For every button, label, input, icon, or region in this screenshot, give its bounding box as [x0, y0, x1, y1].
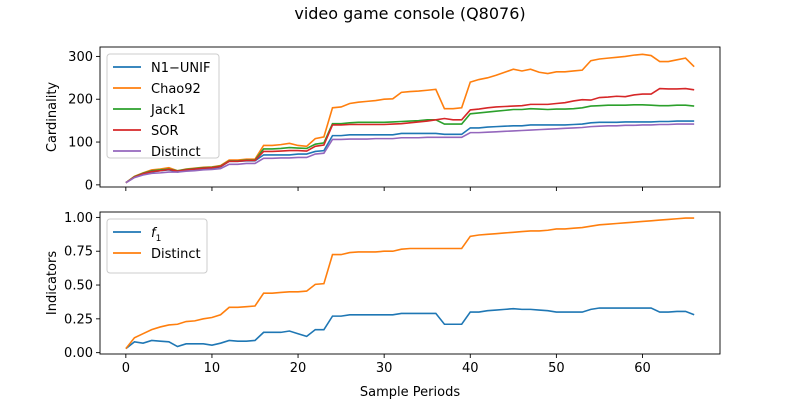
y-tick-label: 1.00: [64, 211, 93, 226]
legend-label: Chao92: [151, 82, 201, 97]
y-tick-label: 300: [68, 50, 93, 65]
x-tick-label: 10: [204, 361, 221, 376]
x-tick-label: 30: [376, 361, 393, 376]
y-tick-label: 200: [68, 93, 93, 108]
legend-label: Jack1: [150, 103, 186, 118]
series-line-distinct: [125, 123, 695, 184]
legend-label: Distinct: [151, 145, 201, 160]
x-tick-label: 60: [634, 361, 651, 376]
y-axis-label: Cardinality: [45, 82, 60, 153]
legend-label: N1−UNIF: [151, 61, 210, 76]
series-line-f-1: [125, 307, 695, 350]
y-tick-label: 0.75: [64, 245, 93, 260]
legend: N1−UNIF Chao92 Jack1 SOR Distinct: [106, 53, 220, 160]
y-tick-label: 0.00: [64, 346, 93, 361]
x-tick-label: 40: [462, 361, 479, 376]
legend-box: [106, 218, 208, 274]
y-axis-label: Indicators: [45, 251, 60, 315]
indicators-panel: 0 10 20 30 40 50 60 0.00 0.25 0.50 0.75 1.00 Indicat…: [45, 211, 721, 400]
legend-label: f1: [151, 226, 161, 244]
x-tick-label: 20: [290, 361, 307, 376]
axes-frame: [99, 46, 721, 188]
y-tick-label: 0.25: [64, 312, 93, 327]
legend-label: SOR: [151, 124, 179, 139]
cardinality-panel: 0 100 200 300 Cardinality N1−UNIF Chao92 Jack1 S…: [45, 46, 721, 193]
x-tick-label: 0: [122, 361, 130, 376]
legend-label: Distinct: [151, 247, 201, 262]
figure-title: video game console (Q8076): [294, 4, 525, 23]
y-tick-label: 100: [68, 136, 93, 151]
x-tick-label: 50: [548, 361, 565, 376]
series-line-sor: [125, 87, 695, 184]
y-tick-label: 0.50: [64, 279, 93, 294]
x-axis-label: Sample Periods: [360, 385, 460, 400]
legend: f1 Distinct: [106, 218, 208, 274]
legend-box: [106, 53, 220, 159]
y-tick-label: 0: [85, 178, 93, 193]
series-line-distinct: [125, 217, 695, 350]
axes-frame: [99, 211, 721, 355]
